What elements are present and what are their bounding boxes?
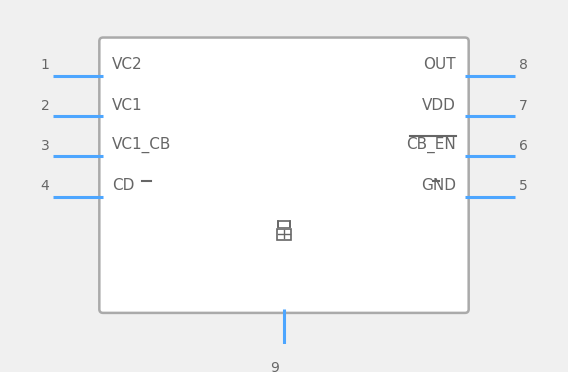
Text: 9: 9	[270, 361, 279, 372]
Text: VDD: VDD	[422, 97, 456, 113]
Text: 3: 3	[41, 139, 49, 153]
Text: GND: GND	[421, 178, 456, 193]
Bar	[277, 229, 291, 240]
Text: 2: 2	[41, 99, 49, 113]
Text: CD: CD	[112, 178, 135, 193]
Text: VC1: VC1	[112, 97, 143, 113]
Bar	[278, 221, 290, 227]
Text: 4: 4	[41, 179, 49, 193]
Text: OUT: OUT	[423, 57, 456, 73]
Text: 7: 7	[519, 99, 527, 113]
Bar	[279, 223, 289, 227]
Text: VC1_CB: VC1_CB	[112, 137, 172, 153]
Text: 8: 8	[519, 58, 527, 73]
Text: 5: 5	[519, 179, 527, 193]
Text: 6: 6	[519, 139, 527, 153]
FancyBboxPatch shape	[99, 38, 469, 313]
Text: VC2: VC2	[112, 57, 143, 73]
Text: 1: 1	[41, 58, 49, 73]
Text: CB_EN: CB_EN	[406, 137, 456, 153]
